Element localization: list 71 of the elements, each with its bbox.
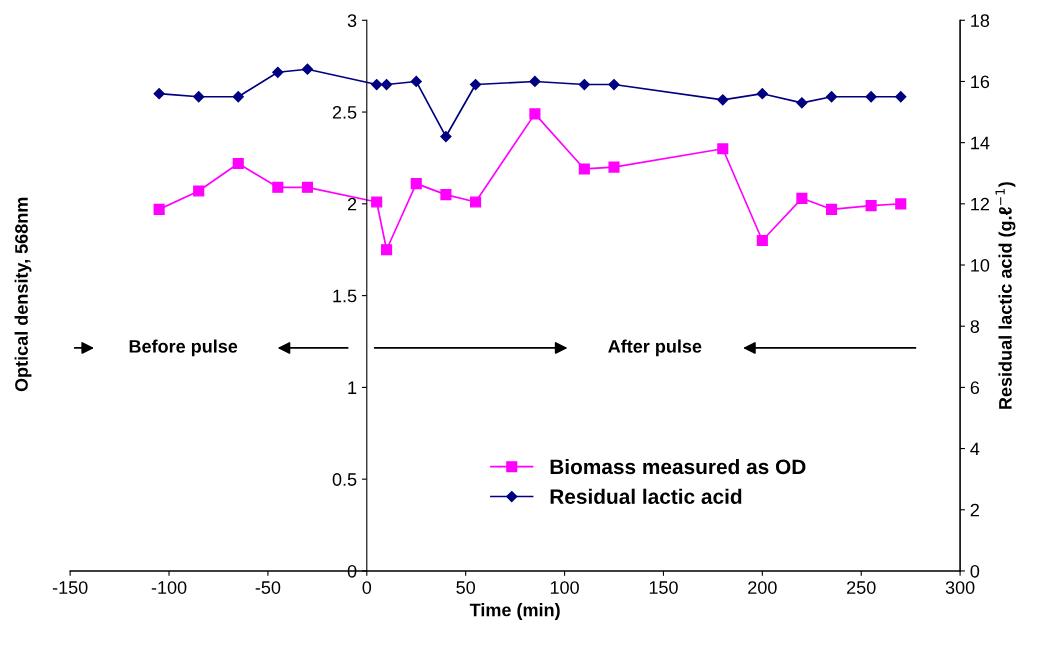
point — [232, 91, 244, 103]
annotation: Before pulse — [129, 339, 238, 357]
y-tick-label: 2.5 — [332, 105, 357, 119]
point — [717, 143, 729, 155]
y2-tick-label: 4 — [970, 442, 980, 456]
point — [440, 189, 452, 201]
x-tick-label: 100 — [550, 581, 579, 594]
point — [608, 161, 620, 173]
y2-tick-label: 2 — [970, 503, 979, 517]
y2-tick-label: 12 — [971, 197, 989, 211]
point — [470, 196, 482, 208]
point — [193, 91, 205, 103]
point — [717, 94, 729, 106]
point — [301, 181, 314, 193]
point — [381, 244, 393, 256]
legend-label: Residual lactic acid — [550, 488, 742, 505]
point — [895, 198, 907, 210]
y2-tick-label: 16 — [971, 75, 990, 89]
point — [440, 130, 452, 143]
point — [410, 178, 422, 190]
point — [756, 88, 768, 100]
point — [865, 200, 877, 212]
y-tick-label: 1 — [348, 381, 357, 394]
point — [232, 157, 244, 170]
y2-tick-label: 18 — [971, 14, 990, 27]
point — [796, 192, 808, 204]
x-tick-label: -150 — [52, 581, 88, 594]
point — [529, 75, 541, 88]
y2-tick-label: 14 — [971, 136, 990, 150]
y2-tick-label: 6 — [970, 381, 980, 395]
y-tick-label: 3 — [347, 14, 357, 27]
point — [529, 108, 541, 120]
point — [371, 196, 383, 208]
x-tick-label: -100 — [151, 581, 187, 594]
x-tick-label: 0 — [362, 581, 372, 594]
y2-tick-label: 10 — [971, 258, 990, 272]
x-tick-label: 250 — [847, 581, 876, 594]
point — [796, 97, 808, 109]
x-tick-label: 150 — [649, 581, 678, 594]
point — [756, 234, 768, 247]
y2-axis-title: Residual lactic acid (g.ℓ$^{−1}$) — [995, 182, 1016, 409]
point — [469, 78, 482, 91]
point — [825, 203, 838, 215]
point — [153, 88, 165, 100]
x-tick-label: 50 — [456, 581, 476, 594]
y2-tick-label: 0 — [970, 564, 980, 578]
point — [272, 181, 284, 193]
point — [301, 63, 314, 75]
point — [895, 91, 907, 103]
point — [193, 185, 205, 197]
point — [371, 78, 383, 91]
legend-label: Biomass measured as OD — [550, 458, 806, 475]
x-tick-label: 300 — [945, 581, 975, 594]
point — [865, 91, 877, 103]
x-tick-label: 200 — [748, 581, 777, 594]
point — [153, 203, 165, 215]
y2-tick-label: 8 — [970, 320, 980, 333]
y-axis-title: Optical density, 568nm — [14, 197, 32, 392]
y-tick-label: 1.5 — [333, 289, 357, 303]
x-axis-title: Time (min) — [469, 603, 560, 620]
y-tick-label: 2 — [347, 197, 357, 211]
y-tick-label: 0.5 — [332, 473, 357, 486]
point — [578, 78, 590, 91]
point — [608, 78, 620, 91]
point — [410, 75, 422, 88]
annotation: After pulse — [608, 339, 702, 357]
x-tick-label: -50 — [255, 581, 281, 594]
point — [578, 163, 590, 175]
point — [380, 78, 393, 91]
point — [825, 91, 838, 103]
point — [272, 66, 284, 78]
